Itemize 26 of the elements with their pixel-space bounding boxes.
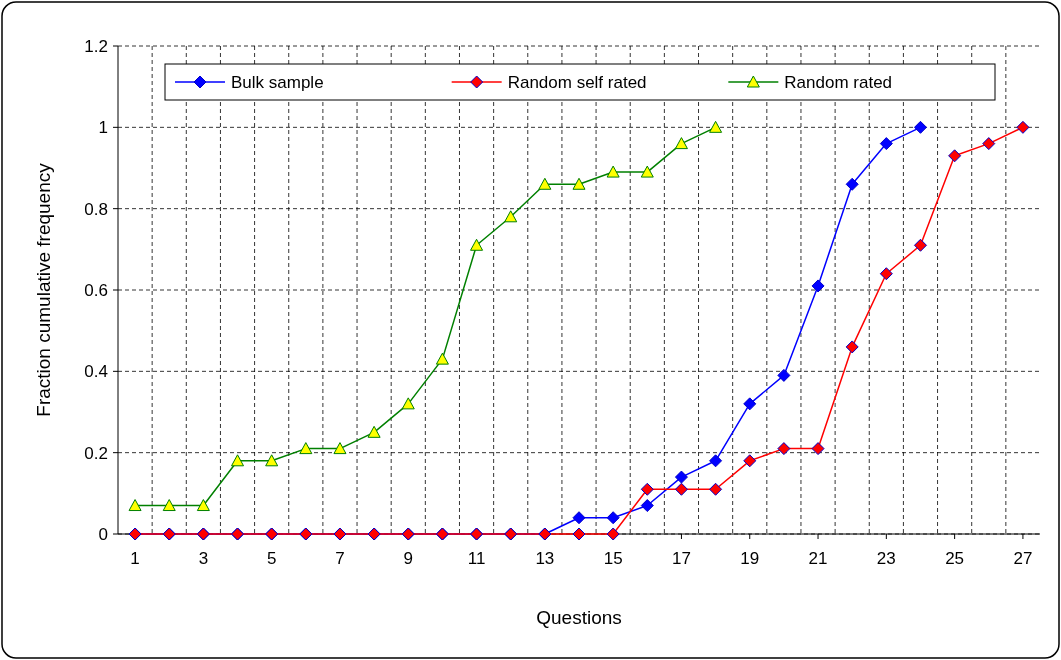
x-tick-label: 21: [808, 549, 828, 568]
y-tick-label: 0.8: [84, 199, 108, 219]
y-tick-label: 1.2: [84, 36, 108, 56]
x-tick-label: 17: [671, 549, 691, 568]
y-tick-label: 0.6: [84, 280, 108, 300]
legend-label: Random self rated: [507, 72, 647, 92]
y-tick-label: 0.2: [84, 443, 108, 463]
x-tick-label: 7: [335, 549, 345, 568]
legend-label: Random rated: [784, 72, 893, 92]
x-tick-label: 1: [130, 549, 140, 568]
x-tick-label: 25: [945, 549, 965, 568]
x-axis-title: Questions: [536, 607, 622, 628]
y-tick-label: 0.4: [84, 362, 108, 382]
x-tick-label: 13: [535, 549, 555, 568]
y-axis-title: Fraction cumulative frequency: [33, 162, 54, 417]
x-tick-label: 5: [266, 549, 277, 568]
x-tick-label: 23: [876, 549, 896, 568]
x-tick-label: 11: [467, 549, 486, 568]
y-tick-label: 0: [98, 524, 108, 544]
x-tick-label: 15: [603, 549, 623, 568]
y-tick-label: 1: [98, 118, 108, 138]
x-tick-label: 9: [403, 549, 413, 568]
x-tick-label: 27: [1013, 549, 1033, 568]
legend-label: Bulk sample: [231, 72, 324, 92]
x-tick-label: 19: [740, 549, 760, 568]
x-tick-label: 3: [198, 549, 209, 568]
